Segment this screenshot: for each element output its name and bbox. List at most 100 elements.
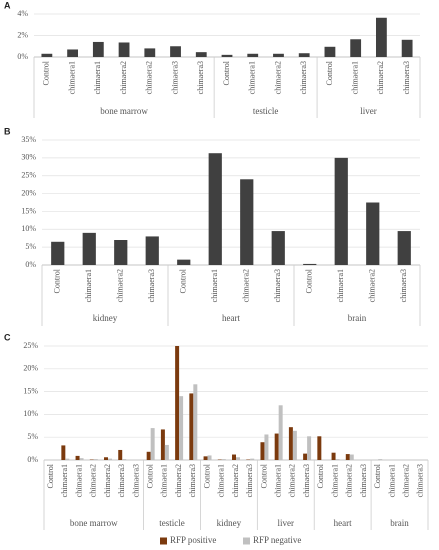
bar bbox=[288, 427, 293, 460]
x-tick-label: chimaera3 bbox=[170, 61, 179, 94]
bar bbox=[334, 157, 348, 265]
bar bbox=[114, 240, 128, 265]
x-tick-label: Control bbox=[145, 463, 154, 488]
y-tick-label: 15% bbox=[23, 386, 38, 395]
group-label: bone marrow bbox=[100, 106, 148, 116]
panel-label: B bbox=[4, 126, 11, 136]
group-label: liver bbox=[360, 106, 377, 116]
x-tick-label: Control bbox=[259, 463, 268, 488]
bar bbox=[79, 458, 84, 460]
x-tick-label: chimaera3 bbox=[196, 61, 205, 94]
bar bbox=[324, 46, 336, 57]
x-tick-label: Control bbox=[202, 463, 211, 488]
bar bbox=[317, 436, 322, 460]
bar bbox=[303, 263, 317, 265]
x-tick-label: chimaera1 bbox=[350, 61, 359, 94]
x-tick-label: chimaera2 bbox=[368, 269, 377, 302]
x-tick-label: chimaera3 bbox=[402, 61, 411, 94]
x-tick-label: chimaera1 bbox=[160, 464, 169, 497]
x-tick-label: chimaera2 bbox=[345, 464, 354, 497]
bar bbox=[193, 384, 198, 460]
bar bbox=[160, 429, 165, 460]
bar bbox=[335, 459, 340, 460]
x-tick-label: chimaera3 bbox=[399, 269, 408, 302]
bar bbox=[366, 202, 380, 265]
bar bbox=[207, 455, 212, 460]
group-label: testicle bbox=[159, 518, 185, 528]
bar bbox=[378, 459, 383, 460]
bar bbox=[298, 53, 310, 57]
x-tick-label: chimaera3 bbox=[117, 464, 126, 497]
bar bbox=[104, 457, 108, 460]
y-tick-label: 30% bbox=[21, 153, 36, 162]
bar bbox=[150, 428, 155, 460]
x-tick-label: chimaera3 bbox=[188, 464, 197, 497]
legend-swatch bbox=[243, 537, 250, 545]
x-tick-label: chimaera2 bbox=[116, 269, 125, 302]
x-tick-label: chimaera3 bbox=[245, 464, 254, 497]
bar bbox=[250, 458, 255, 460]
bar bbox=[208, 153, 222, 265]
x-tick-label: chimaera1 bbox=[67, 61, 76, 94]
x-tick-label: chimaera3 bbox=[299, 61, 308, 94]
x-tick-label: Control bbox=[373, 463, 382, 488]
bar bbox=[397, 231, 411, 265]
y-tick-label: 2% bbox=[17, 30, 28, 39]
x-tick-label: chimaera2 bbox=[103, 464, 112, 497]
x-tick-label: chimaera3 bbox=[131, 464, 140, 497]
group-label: heart bbox=[222, 313, 240, 323]
bar bbox=[108, 458, 112, 460]
bar bbox=[195, 52, 207, 57]
bar bbox=[189, 393, 194, 460]
x-tick-label: chimaera2 bbox=[89, 464, 98, 497]
bar bbox=[118, 449, 123, 460]
bar bbox=[203, 456, 208, 460]
x-tick-label: Control bbox=[179, 268, 188, 293]
bar bbox=[349, 454, 354, 460]
legend-label: RFP negative bbox=[253, 535, 301, 545]
bar bbox=[146, 451, 151, 460]
bar bbox=[93, 459, 98, 460]
x-tick-label: chimaera1 bbox=[273, 464, 282, 497]
x-tick-label: chimaera3 bbox=[273, 269, 282, 302]
bar bbox=[145, 236, 159, 265]
x-tick-label: chimaera1 bbox=[60, 464, 69, 497]
bar bbox=[236, 457, 240, 460]
x-tick-label: chimaera2 bbox=[174, 464, 183, 497]
panel-label: A bbox=[4, 0, 11, 10]
group-label: kidney bbox=[93, 313, 118, 323]
bar bbox=[303, 453, 308, 460]
bar bbox=[92, 41, 104, 57]
x-tick-label: chimaera3 bbox=[359, 464, 368, 497]
bar bbox=[345, 454, 350, 460]
y-tick-label: 20% bbox=[21, 188, 36, 197]
bar bbox=[273, 53, 284, 57]
bar bbox=[164, 444, 169, 460]
y-tick-label: 25% bbox=[23, 341, 38, 350]
bar bbox=[375, 17, 387, 57]
bar bbox=[65, 458, 70, 460]
x-tick-label: chimaera1 bbox=[387, 464, 396, 497]
x-tick-label: chimaera1 bbox=[84, 269, 93, 302]
y-tick-label: 15% bbox=[21, 206, 36, 215]
bar bbox=[177, 259, 191, 265]
x-tick-label: chimaera2 bbox=[119, 61, 128, 94]
bar bbox=[240, 179, 254, 265]
x-tick-label: chimaera2 bbox=[288, 464, 297, 497]
x-tick-label: Control bbox=[305, 268, 314, 293]
x-tick-label: Control bbox=[316, 463, 325, 488]
x-tick-label: chimaera2 bbox=[376, 61, 385, 94]
bar bbox=[274, 433, 279, 460]
bar bbox=[41, 53, 53, 57]
bar bbox=[401, 39, 413, 57]
x-tick-label: Control bbox=[42, 60, 51, 85]
bar bbox=[260, 442, 265, 460]
y-tick-label: 10% bbox=[23, 409, 38, 418]
x-tick-label: Control bbox=[222, 60, 231, 85]
bar bbox=[264, 434, 269, 460]
legend-swatch bbox=[160, 537, 167, 545]
y-tick-label: 5% bbox=[27, 432, 38, 441]
bar bbox=[221, 54, 233, 57]
bar bbox=[82, 232, 96, 265]
